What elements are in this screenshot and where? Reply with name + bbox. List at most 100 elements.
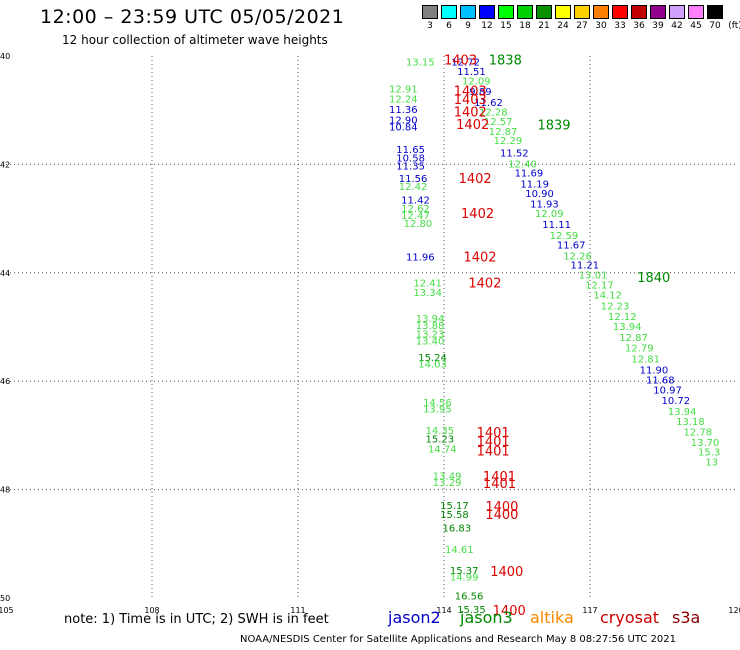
longitude-label: 120 <box>728 606 740 615</box>
latitude-label: 50 <box>0 594 10 603</box>
swh-value: 12.40 <box>508 159 537 170</box>
swh-value: 15.23 <box>426 435 455 446</box>
swh-value: 12.29 <box>494 136 523 147</box>
latitude-label: 40 <box>0 52 10 61</box>
longitude-label: 117 <box>582 606 597 615</box>
swh-value: 10.90 <box>525 189 554 200</box>
longitude-label: 108 <box>144 606 159 615</box>
swh-value: 14.35 <box>426 426 455 437</box>
satellite-cryosat: cryosat <box>600 608 660 627</box>
legend-label: 21 <box>538 21 550 31</box>
map-title: 12:00 – 23:59 UTC 05/05/2021 <box>40 6 345 28</box>
pass-time-labels: 1838183918401403140314031402140214021402… <box>444 53 670 619</box>
swh-value: 11.11 <box>542 220 571 231</box>
swh-value: 15.17 <box>440 501 469 512</box>
legend-label: 18 <box>519 21 531 31</box>
pass-time-label: 1402 <box>461 207 494 222</box>
legend-label: 27 <box>576 21 588 31</box>
swh-value: 13.18 <box>676 417 705 428</box>
legend-label: 33 <box>614 21 626 31</box>
swh-value: 13.94 <box>668 407 697 418</box>
swh-value: 12.24 <box>389 94 418 105</box>
longitude-label: 105 <box>0 606 14 615</box>
swh-value: 11.68 <box>646 376 675 387</box>
pass-time-label: 1403 <box>444 53 477 68</box>
satellite-s3a: s3a <box>672 608 701 627</box>
swh-value: 12.72 <box>451 57 480 68</box>
swh-value: 10.97 <box>653 385 682 396</box>
swh-value: 12.87 <box>489 127 518 138</box>
pass-time-label: 1401 <box>483 477 516 492</box>
legend-label: 3 <box>427 21 433 31</box>
swh-value: 12.78 <box>683 428 712 439</box>
swh-value: 13 <box>705 457 718 468</box>
swh-value: 13.95 <box>423 404 452 415</box>
pass-time-label: 1402 <box>454 105 487 120</box>
swh-value: 11.67 <box>557 241 586 252</box>
swh-value: 12.81 <box>631 354 660 365</box>
swh-value: 12.79 <box>625 344 654 355</box>
swh-value: 16.56 <box>455 591 484 602</box>
pass-time-label: 1402 <box>459 172 492 187</box>
swh-value: 13.49 <box>433 472 462 483</box>
legend-label: 42 <box>671 21 683 31</box>
swh-value: 14.03 <box>418 359 447 370</box>
wave-height-observations: 13.15 12.7211.5112.099.8911.6212.2812.571… <box>389 57 720 615</box>
swh-value: 11.36 <box>389 105 418 116</box>
longitude-label: 114 <box>436 606 451 615</box>
legend-swatch <box>669 5 685 19</box>
legend-swatch <box>593 5 609 19</box>
satellite-jason2: jason2 <box>388 608 441 627</box>
swh-value: 14.74 <box>428 444 457 455</box>
legend-swatch <box>441 5 457 19</box>
swh-value: 12.91 <box>389 85 418 96</box>
swh-value: 11.65 <box>396 145 425 156</box>
swh-value: 11.56 <box>399 174 428 185</box>
swh-value: 13.88 <box>416 321 445 332</box>
satellite-jason3: jason3 <box>460 608 513 627</box>
swh-value: 13.94 <box>416 314 445 325</box>
swh-value: 11.69 <box>515 169 544 180</box>
legend-swatch <box>555 5 571 19</box>
swh-value: 11.62 <box>474 98 503 109</box>
pass-time-label: 1400 <box>490 565 523 580</box>
legend-label: 39 <box>652 21 664 31</box>
pass-time-label: 1403 <box>454 93 487 108</box>
latitude-label: 44 <box>0 269 10 278</box>
legend-label: 36 <box>633 21 645 31</box>
legend-swatch <box>707 5 723 19</box>
swh-value: 11.19 <box>520 179 549 190</box>
swh-value: 12.57 <box>484 117 513 128</box>
legend-label: 9 <box>465 21 471 31</box>
swh-value: 13.29 <box>433 478 462 489</box>
swh-value: 15.37 <box>450 566 479 577</box>
swh-value: 12.09 <box>535 209 564 220</box>
swh-value: 14.61 <box>445 545 474 556</box>
pass-time-label: 1402 <box>468 277 501 292</box>
legend-swatch <box>574 5 590 19</box>
legend-swatch <box>422 5 438 19</box>
pass-time-label: 1400 <box>485 500 518 515</box>
legend-label: 24 <box>557 21 569 31</box>
swh-value: 11.90 <box>640 365 669 376</box>
swh-value: 13.23 <box>416 330 445 341</box>
swh-value: 12.87 <box>619 333 648 344</box>
swh-value: 13.01 <box>579 270 608 281</box>
legend-swatch <box>688 5 704 19</box>
pass-time-label: 1401 <box>477 426 510 441</box>
swh-value: 12.59 <box>550 231 579 242</box>
swh-value: 14.99 <box>450 572 479 583</box>
swh-value: 15.58 <box>440 510 469 521</box>
axis-labels: 40 42 44 46 48 50 105 108 111 114 117 120 <box>0 52 740 615</box>
swh-value: 12.62 <box>401 204 430 215</box>
swh-value: 11.51 <box>457 67 486 78</box>
legend-swatch <box>460 5 476 19</box>
swh-value: 11.35 <box>396 161 425 172</box>
swh-value: 12.12 <box>608 312 637 323</box>
swh-value: 12.09 <box>462 76 491 87</box>
pass-time-label: 1840 <box>637 271 670 286</box>
swh-value: 11.93 <box>530 199 559 210</box>
pass-time-label: 1401 <box>477 445 510 460</box>
pass-time-label: 1401 <box>477 435 510 450</box>
swh-value: 12.47 <box>401 211 430 222</box>
